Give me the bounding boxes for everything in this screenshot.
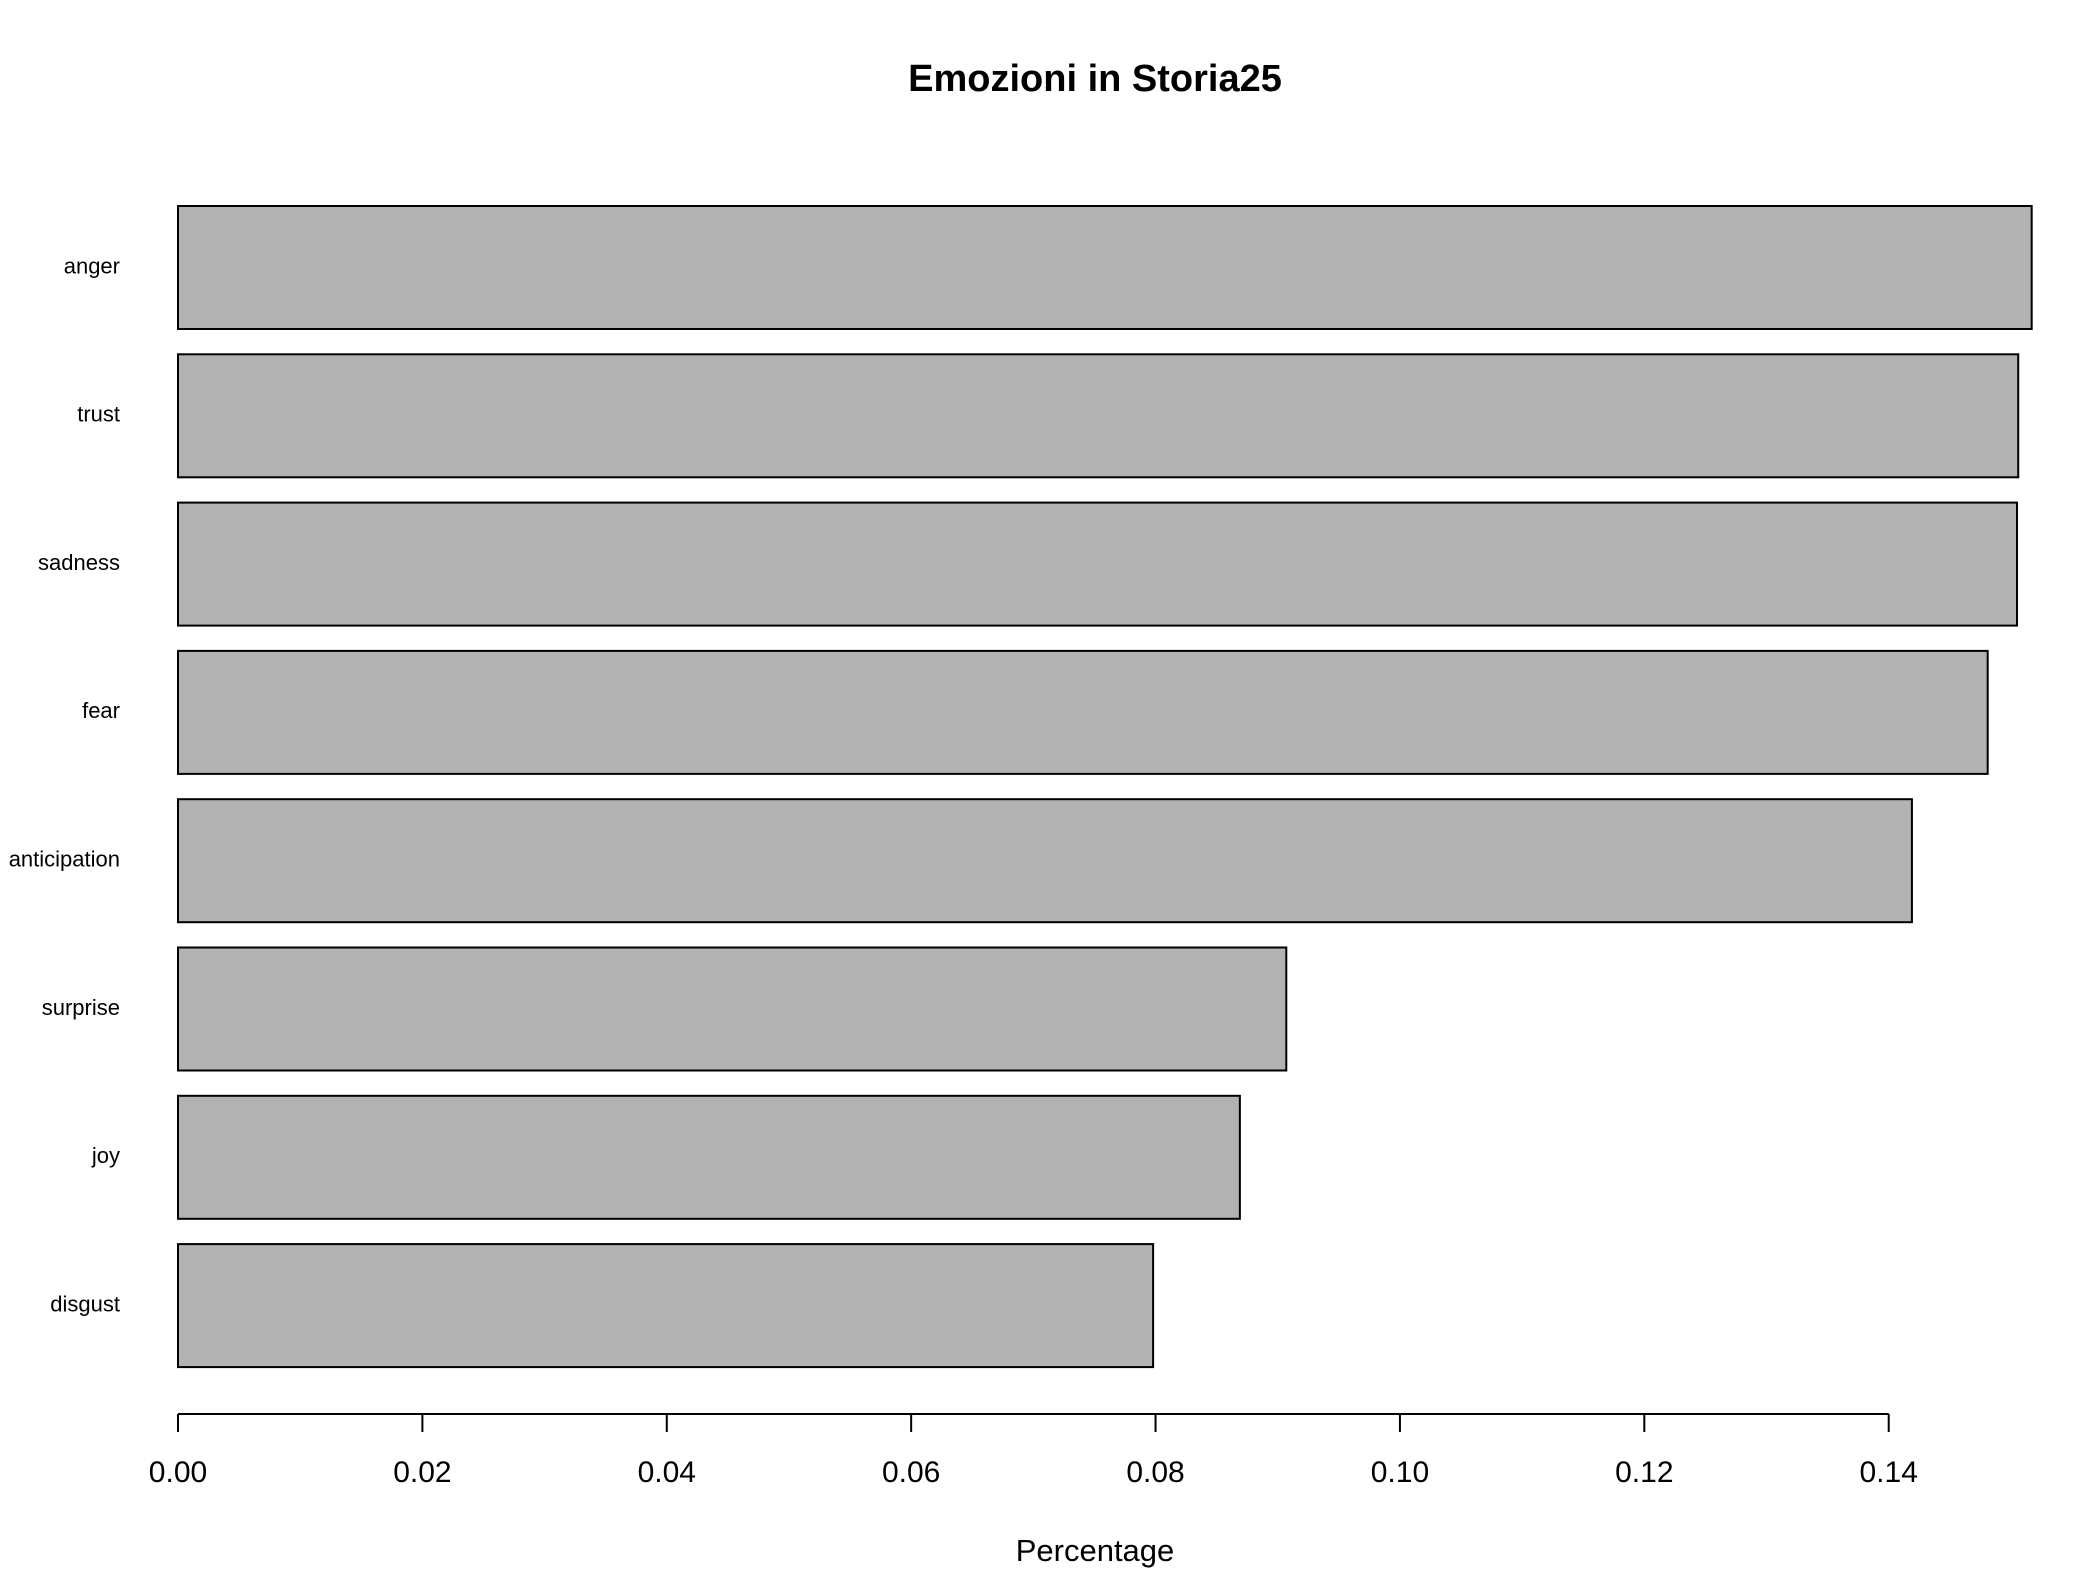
y-tick-label: fear xyxy=(82,698,120,723)
x-axis-label: Percentage xyxy=(1016,1533,1175,1568)
y-tick-label: anger xyxy=(64,253,120,278)
x-tick-label: 0.12 xyxy=(1615,1456,1673,1489)
bar xyxy=(177,1243,1155,1369)
bar xyxy=(177,205,2033,330)
y-tick-label: anticipation xyxy=(9,847,120,872)
y-tick-label: sadness xyxy=(38,550,120,575)
x-tick-label: 0.14 xyxy=(1860,1456,1918,1489)
bar xyxy=(177,946,1288,1072)
bar xyxy=(177,798,1913,924)
y-tick-label: disgust xyxy=(50,1291,120,1316)
x-tick-label: 0.06 xyxy=(882,1456,940,1489)
bar xyxy=(177,501,2019,627)
x-tick-label: 0.10 xyxy=(1371,1456,1429,1489)
chart-title: Emozioni in Storia25 xyxy=(908,58,1282,100)
bar xyxy=(177,649,1989,775)
x-tick-label: 0.04 xyxy=(638,1456,696,1489)
y-tick-label: surprise xyxy=(42,995,120,1020)
x-tick-label: 0.02 xyxy=(393,1456,451,1489)
bar xyxy=(177,353,2020,479)
x-tick-label: 0.08 xyxy=(1126,1456,1184,1489)
x-tick-label: 0.00 xyxy=(149,1456,207,1489)
bar xyxy=(177,1094,1241,1220)
y-tick-label: trust xyxy=(77,402,120,427)
y-tick-label: joy xyxy=(91,1143,120,1168)
